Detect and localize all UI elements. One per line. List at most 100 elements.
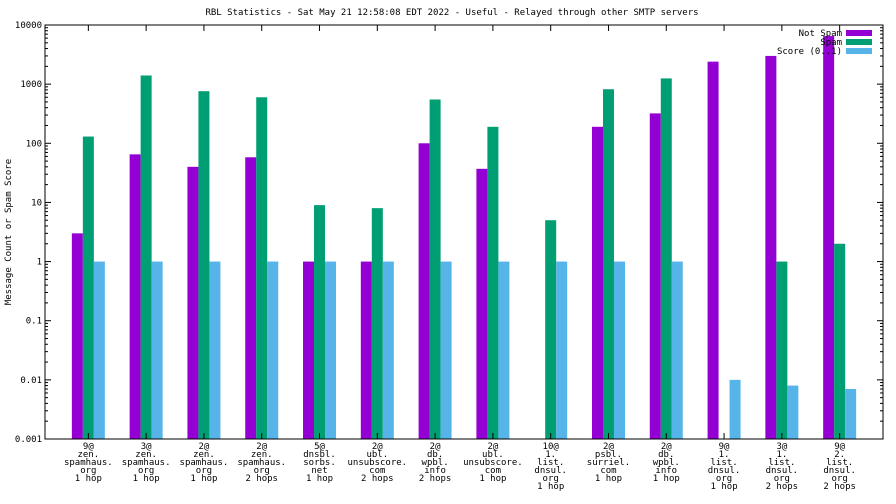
x-tick-label-line: 2@ <box>661 442 672 452</box>
bar-not-spam <box>129 154 141 439</box>
bar-not-spam <box>303 261 315 439</box>
bar-spam <box>487 126 499 439</box>
bar-not-spam <box>823 36 835 439</box>
x-tick-label: 2@ zen. spamhaus. org 2 hops <box>237 442 286 484</box>
x-tick-label-line: 1 hop <box>595 474 622 484</box>
bar-score-0-1 <box>440 261 452 439</box>
bar-spam <box>660 78 672 440</box>
x-tick-label-line: list. <box>537 458 564 468</box>
bar-score-0-1 <box>613 261 625 439</box>
bar-score-0-1 <box>382 261 394 439</box>
x-tick-label-line: spamhaus. <box>237 458 286 468</box>
chart-title: RBL Statistics - Sat May 21 12:58:08 EDT… <box>205 8 698 18</box>
bar-not-spam <box>360 261 372 439</box>
x-tick-label-line: 9@ <box>83 442 94 452</box>
y-tick-label: 0.1 <box>26 317 42 327</box>
x-tick-label-line: spamhaus. <box>122 458 171 468</box>
x-tick-label: 2@ db. wpbl. info 2 hops <box>419 442 452 484</box>
x-tick-label-line: zen. <box>251 450 273 460</box>
x-tick-label-line: 1. <box>776 450 787 460</box>
x-tick-label-line: 3@ <box>776 442 787 452</box>
x-tick-label-line: 2 hops <box>361 474 394 484</box>
bar-not-spam <box>476 168 488 440</box>
x-tick-label-line: org <box>832 474 848 484</box>
bar-not-spam <box>71 233 83 439</box>
x-tick-label-line: 2@ <box>199 442 210 452</box>
x-tick-label-line: 2 hops <box>766 482 799 492</box>
bar-spam <box>198 91 210 439</box>
x-tick-label-line: org <box>774 474 790 484</box>
x-tick-label-line: 9@ <box>719 442 730 452</box>
x-tick-label-line: dnsul. <box>766 466 799 476</box>
x-tick-label-line: db. <box>427 450 443 460</box>
y-tick-label: 100 <box>26 139 42 149</box>
x-tick-label-line: spamhaus. <box>64 458 113 468</box>
x-tick-label-line: wpbl. <box>422 458 449 468</box>
bar-score-0-1 <box>845 389 857 439</box>
x-tick-label-line: spamhaus. <box>180 458 229 468</box>
x-tick-label-line: 2 hops <box>245 474 278 484</box>
x-tick-label-line: org <box>138 466 154 476</box>
x-tick-label-line: wpbl. <box>653 458 680 468</box>
x-tick-label-line: 5@ <box>314 442 325 452</box>
y-tick-label: 1000 <box>20 80 42 90</box>
x-tick-label-line: 2 hops <box>823 482 856 492</box>
x-tick-label-line: 1 hop <box>711 482 738 492</box>
bar-spam <box>776 261 788 439</box>
x-tick-label-line: net <box>311 466 327 476</box>
x-tick-label-line: ubl. <box>482 450 504 460</box>
x-tick-label: 9@ zen. spamhaus. org 1 hop <box>64 442 113 484</box>
x-tick-label-line: list. <box>768 458 795 468</box>
bar-score-0-1 <box>209 261 221 439</box>
bar-spam <box>429 99 441 440</box>
x-tick-label-line: org <box>716 474 732 484</box>
y-tick-label: 1 <box>37 258 42 268</box>
x-tick-label: 2@ psbl. surriel. com 1 hop <box>587 442 630 484</box>
bar-score-0-1 <box>787 385 799 439</box>
legend-label: Not Spam <box>799 29 842 39</box>
x-tick-label-line: dnsul. <box>708 466 741 476</box>
bar-score-0-1 <box>729 379 741 439</box>
bar-spam <box>834 243 846 439</box>
x-tick-label: 2@ ubl. unsubscore. com 2 hops <box>348 442 408 484</box>
x-tick-label: 2@ db. wpbl. info 1 hop <box>653 442 680 484</box>
x-tick-label-line: dnsul. <box>823 466 856 476</box>
x-tick-label-line: org <box>80 466 96 476</box>
x-tick-label-line: 1 hop <box>653 474 680 484</box>
x-tick-label-line: com <box>369 466 385 476</box>
x-tick-label-line: 2 hops <box>419 474 452 484</box>
x-tick-label-line: 2@ <box>256 442 267 452</box>
x-tick-label-line: unsubscore. <box>348 458 408 468</box>
bar-spam <box>545 220 557 439</box>
x-tick-label-line: zen. <box>193 450 215 460</box>
bar-spam <box>82 136 94 439</box>
y-tick-label: 10 <box>31 198 42 208</box>
x-tick-label-line: 1 hop <box>190 474 217 484</box>
x-tick-label-line: org <box>196 466 212 476</box>
x-tick-label-line: sorbs. <box>303 458 336 468</box>
x-tick-label-line: 2@ <box>487 442 498 452</box>
x-tick-label-line: zen. <box>78 450 100 460</box>
bars-layer <box>71 36 857 440</box>
bar-not-spam <box>765 55 777 440</box>
x-tick-label-line: db. <box>658 450 674 460</box>
bar-not-spam <box>591 126 603 439</box>
x-tick-label-line: org <box>254 466 270 476</box>
bar-score-0-1 <box>671 261 683 439</box>
x-tick-label-line: 9@ <box>834 442 845 452</box>
x-tick-label-line: 1 hop <box>75 474 102 484</box>
x-tick-label: 2@ ubl. unsubscore. com 1 hop <box>463 442 523 484</box>
legend-label: Score (0..1) <box>777 47 842 57</box>
legend-swatch <box>846 39 872 45</box>
x-tick-label-line: zen. <box>135 450 157 460</box>
bar-spam <box>314 205 326 439</box>
y-tick-label: 0.001 <box>15 435 42 445</box>
x-tick-label-line: 1 hop <box>479 474 506 484</box>
bar-spam <box>256 97 268 440</box>
y-tick-label: 10000 <box>15 21 42 31</box>
x-tick-label-line: 2@ <box>372 442 383 452</box>
bar-score-0-1 <box>325 261 337 439</box>
